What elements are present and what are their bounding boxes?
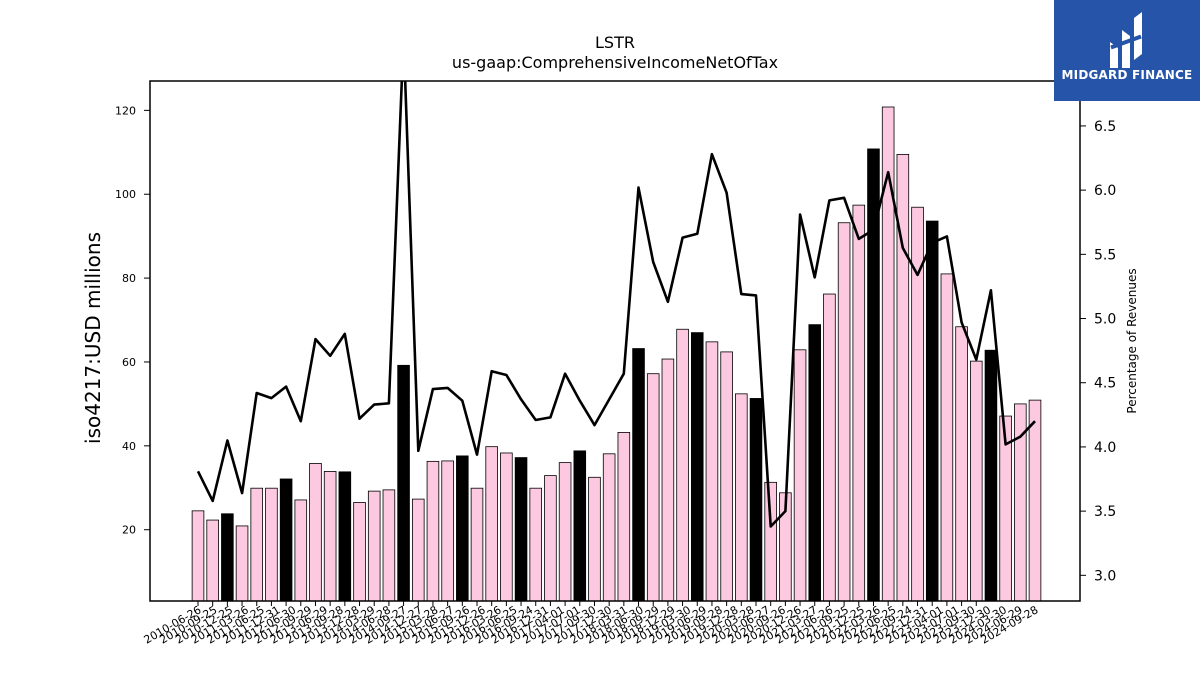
line-series bbox=[196, 81, 1036, 528]
bar bbox=[411, 498, 425, 602]
logo-text: MIDGARD FINANCE bbox=[1061, 68, 1193, 82]
bar bbox=[823, 293, 836, 602]
bar bbox=[221, 513, 234, 602]
y-tick-label: 100 bbox=[115, 188, 136, 201]
brand-logo: MIDGARD FINANCE bbox=[1054, 0, 1200, 101]
bar bbox=[382, 489, 396, 602]
y-tick-label: 120 bbox=[115, 104, 136, 117]
y2-tick-label: 5.5 bbox=[1094, 247, 1116, 263]
chart-subtitle: us-gaap:ComprehensiveIncomeNetOfTax bbox=[452, 53, 778, 72]
chart-title: LSTR bbox=[595, 33, 635, 52]
bar bbox=[705, 341, 719, 602]
bar bbox=[646, 373, 660, 602]
bar bbox=[764, 481, 777, 602]
bar bbox=[529, 487, 543, 602]
bar bbox=[588, 476, 601, 602]
bar bbox=[470, 487, 484, 602]
bar bbox=[235, 525, 249, 602]
y2-tick-label: 6.5 bbox=[1094, 119, 1116, 135]
y2-axis-label: Percentage of Revenues bbox=[1125, 268, 1139, 413]
bar bbox=[852, 204, 866, 602]
bar bbox=[617, 432, 631, 602]
bar bbox=[206, 519, 219, 602]
bar bbox=[514, 457, 528, 602]
bar bbox=[367, 490, 381, 602]
bar bbox=[749, 398, 763, 602]
y2-tick-label: 5.0 bbox=[1094, 312, 1116, 328]
bar bbox=[940, 273, 954, 602]
y-tick-label: 40 bbox=[122, 440, 136, 453]
y2-tick-label: 3.5 bbox=[1094, 504, 1116, 520]
series-line bbox=[196, 81, 1036, 528]
bar bbox=[544, 475, 557, 602]
bar bbox=[279, 478, 293, 602]
x-axis: 2010-06-262010-09-252010-12-252011-03-26… bbox=[142, 601, 1041, 647]
bar bbox=[500, 452, 513, 602]
y2-tick-label: 4.0 bbox=[1094, 440, 1116, 456]
bar bbox=[676, 328, 689, 602]
bar bbox=[632, 348, 645, 602]
bar bbox=[485, 446, 498, 602]
bar bbox=[661, 358, 675, 602]
y-tick-label: 20 bbox=[122, 524, 136, 537]
y-tick-label: 60 bbox=[122, 356, 136, 369]
y2-tick-label: 4.5 bbox=[1094, 376, 1116, 392]
bar bbox=[969, 360, 983, 602]
bar bbox=[602, 453, 616, 602]
logo-mark-icon bbox=[1110, 12, 1142, 68]
bar bbox=[955, 326, 968, 602]
bar bbox=[456, 455, 469, 602]
bar bbox=[573, 450, 587, 602]
bar bbox=[984, 349, 998, 602]
bar bbox=[309, 463, 322, 602]
bar bbox=[558, 462, 572, 602]
bar bbox=[265, 487, 278, 602]
bar bbox=[250, 487, 264, 602]
bar-series bbox=[191, 106, 1042, 602]
y2-axis: 3.0 3.5 4.0 4.5 5.0 5.5 6.0 6.5 bbox=[1080, 119, 1116, 584]
bar bbox=[925, 220, 939, 602]
bar bbox=[338, 471, 352, 602]
bar bbox=[397, 364, 410, 602]
plot-frame bbox=[149, 80, 1081, 602]
bar bbox=[426, 460, 440, 602]
y-tick-label: 80 bbox=[122, 272, 136, 285]
bar bbox=[881, 106, 895, 602]
bar bbox=[441, 460, 454, 602]
y-axis: 20 40 60 80 100 120 bbox=[115, 104, 150, 537]
y2-tick-label: 3.0 bbox=[1094, 568, 1116, 584]
bar bbox=[323, 471, 337, 602]
bar bbox=[353, 502, 366, 602]
bar bbox=[720, 351, 733, 602]
y2-tick-label: 6.0 bbox=[1094, 183, 1116, 199]
bar bbox=[808, 324, 822, 602]
bar bbox=[793, 349, 807, 602]
bar bbox=[1028, 399, 1042, 602]
bar bbox=[294, 499, 308, 602]
bar bbox=[837, 222, 851, 602]
bar bbox=[735, 393, 748, 602]
bar bbox=[191, 510, 205, 602]
bar bbox=[690, 332, 704, 602]
y-axis-label: iso4217:USD millions bbox=[81, 232, 105, 444]
